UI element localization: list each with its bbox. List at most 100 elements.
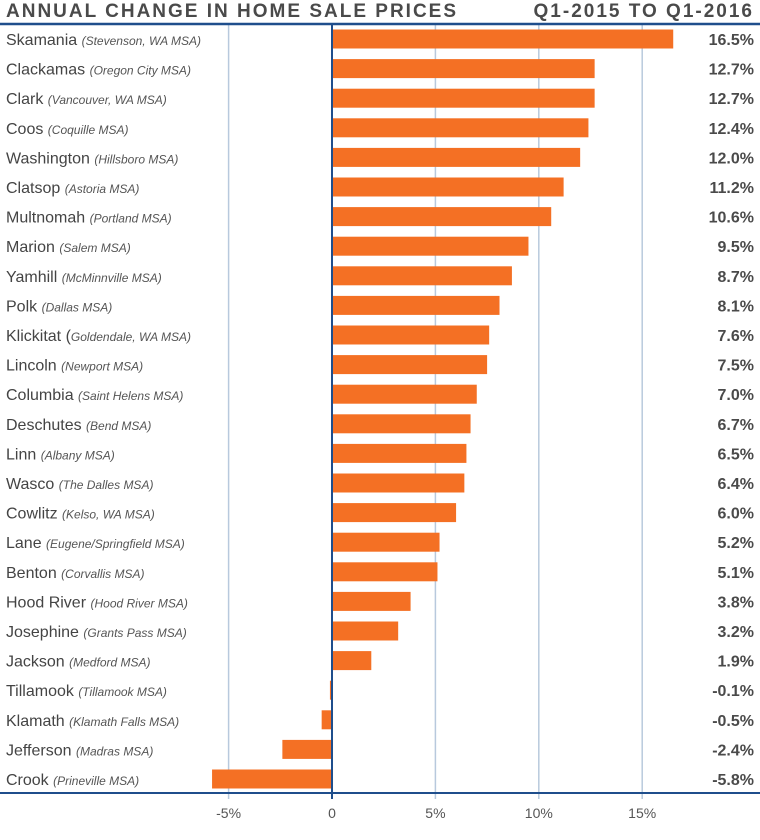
bar bbox=[321, 710, 332, 730]
category-label: Clark (Vancouver, WA MSA) bbox=[6, 91, 167, 108]
value-label: 11.2% bbox=[710, 180, 754, 197]
bars bbox=[212, 29, 674, 789]
county-name: Clark bbox=[6, 91, 48, 108]
county-name: Jackson bbox=[6, 654, 69, 671]
category-label: Benton (Corvallis MSA) bbox=[6, 565, 145, 582]
msa-name: (The Dalles MSA) bbox=[59, 478, 154, 492]
category-label: Columbia (Saint Helens MSA) bbox=[6, 387, 183, 404]
value-label: -5.8% bbox=[712, 772, 754, 789]
msa-name: (Astoria MSA) bbox=[65, 182, 140, 196]
msa-name: (Kelso, WA MSA) bbox=[62, 508, 155, 522]
msa-name: (Prineville MSA) bbox=[53, 774, 139, 788]
category-label: Crook (Prineville MSA) bbox=[6, 772, 139, 789]
value-label: 6.5% bbox=[718, 446, 754, 463]
x-tick-label: 5% bbox=[425, 805, 445, 821]
county-name: Skamania bbox=[6, 32, 82, 49]
value-label: 10.6% bbox=[709, 210, 754, 227]
value-label: 6.0% bbox=[718, 506, 754, 523]
x-tick-label: 15% bbox=[628, 805, 656, 821]
bar bbox=[332, 414, 471, 434]
value-label: 3.8% bbox=[718, 594, 754, 611]
category-label: Cowlitz (Kelso, WA MSA) bbox=[6, 506, 155, 523]
value-label: 9.5% bbox=[718, 239, 754, 256]
msa-name: (McMinnville MSA) bbox=[62, 271, 162, 285]
msa-name: (Salem MSA) bbox=[59, 241, 130, 255]
x-tick-label: -5% bbox=[216, 805, 241, 821]
county-name: Multnomah bbox=[6, 210, 90, 227]
value-label: 12.7% bbox=[709, 62, 754, 79]
bar bbox=[332, 532, 440, 552]
bar bbox=[332, 236, 529, 256]
county-name: Cowlitz bbox=[6, 506, 62, 523]
bar bbox=[332, 591, 411, 611]
category-labels: Skamania (Stevenson, WA MSA) Clackamas (O… bbox=[6, 32, 201, 789]
category-label: Multnomah (Portland MSA) bbox=[6, 210, 172, 227]
county-name: Washington bbox=[6, 150, 94, 167]
value-label: 7.0% bbox=[718, 387, 754, 404]
category-label: Linn (Albany MSA) bbox=[6, 446, 115, 463]
bar bbox=[332, 29, 674, 49]
category-label: Jefferson (Madras MSA) bbox=[6, 742, 153, 759]
bar bbox=[332, 118, 589, 138]
value-label: 7.6% bbox=[718, 328, 754, 345]
category-label: Wasco (The Dalles MSA) bbox=[6, 476, 153, 493]
category-label: Clackamas (Oregon City MSA) bbox=[6, 62, 191, 79]
bar bbox=[332, 355, 488, 375]
county-name: Crook bbox=[6, 772, 53, 789]
msa-name: (Klamath Falls MSA) bbox=[69, 715, 179, 729]
bar bbox=[332, 443, 467, 463]
msa-name: (Vancouver, WA MSA) bbox=[48, 93, 167, 107]
value-label: 1.9% bbox=[718, 654, 754, 671]
county-name: Coos bbox=[6, 121, 48, 138]
county-name: Yamhill bbox=[6, 269, 62, 286]
bar bbox=[332, 147, 581, 167]
category-label: Lincoln (Newport MSA) bbox=[6, 358, 143, 375]
msa-name: (Stevenson, WA MSA) bbox=[82, 34, 201, 48]
value-label: 3.2% bbox=[718, 624, 754, 641]
category-label: Tillamook (Tillamook MSA) bbox=[6, 683, 167, 700]
chart-title: ANNUAL CHANGE IN HOME SALE PRICES bbox=[6, 1, 459, 22]
value-label: 8.7% bbox=[718, 269, 754, 286]
category-label: Skamania (Stevenson, WA MSA) bbox=[6, 32, 201, 49]
county-name: Linn bbox=[6, 446, 41, 463]
msa-name: (Oregon City MSA) bbox=[90, 64, 191, 78]
x-tick-label: 10% bbox=[525, 805, 553, 821]
bar bbox=[212, 769, 332, 789]
chart-period: Q1-2015 TO Q1-2016 bbox=[533, 1, 754, 22]
bar bbox=[332, 266, 512, 286]
value-label: 8.1% bbox=[718, 298, 754, 315]
bar bbox=[332, 651, 372, 671]
category-label: Josephine (Grants Pass MSA) bbox=[6, 624, 187, 641]
county-name: Wasco bbox=[6, 476, 59, 493]
category-label: Clatsop (Astoria MSA) bbox=[6, 180, 139, 197]
bar bbox=[329, 680, 332, 700]
value-label: 7.5% bbox=[718, 358, 754, 375]
county-name: Columbia bbox=[6, 387, 78, 404]
bar bbox=[332, 325, 490, 345]
bar bbox=[282, 739, 332, 759]
msa-name: (Eugene/Springfield MSA) bbox=[46, 537, 185, 551]
msa-name: (Newport MSA) bbox=[61, 360, 143, 374]
county-name: Klickitat ( bbox=[6, 328, 72, 345]
county-name: Deschutes bbox=[6, 417, 86, 434]
msa-name: (Coquille MSA) bbox=[48, 123, 129, 137]
msa-name: (Portland MSA) bbox=[90, 212, 172, 226]
category-label: Washington (Hillsboro MSA) bbox=[6, 150, 178, 167]
county-name: Hood River bbox=[6, 594, 90, 611]
msa-name: (Dallas MSA) bbox=[42, 300, 113, 314]
value-label: -2.4% bbox=[712, 742, 754, 759]
county-name: Klamath bbox=[6, 713, 69, 730]
bar bbox=[332, 384, 477, 404]
county-name: Lane bbox=[6, 535, 46, 552]
bar bbox=[332, 177, 564, 197]
county-name: Marion bbox=[6, 239, 59, 256]
value-label: 6.7% bbox=[718, 417, 754, 434]
msa-name: (Saint Helens MSA) bbox=[78, 389, 183, 403]
county-name: Polk bbox=[6, 298, 42, 315]
msa-name: (Hood River MSA) bbox=[90, 596, 187, 610]
msa-name: Goldendale, WA MSA) bbox=[71, 330, 191, 344]
category-label: Klickitat (Goldendale, WA MSA) bbox=[6, 328, 191, 345]
value-label: 12.0% bbox=[709, 150, 754, 167]
category-label: Lane (Eugene/Springfield MSA) bbox=[6, 535, 185, 552]
msa-name: (Corvallis MSA) bbox=[61, 567, 144, 581]
